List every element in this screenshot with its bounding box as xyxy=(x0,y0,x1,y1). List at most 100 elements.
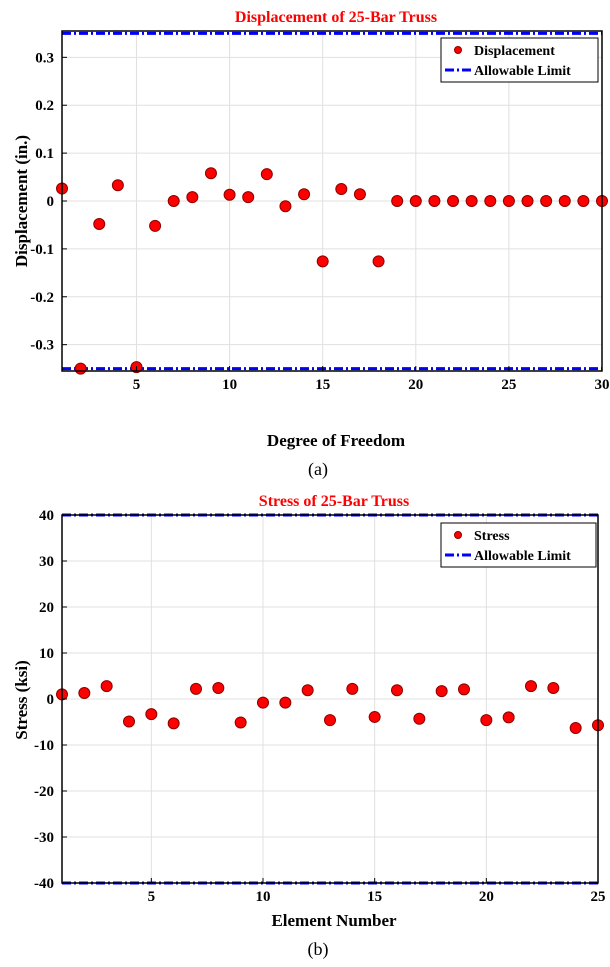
data-point xyxy=(391,684,403,697)
data-point xyxy=(100,680,113,693)
data-point xyxy=(279,696,292,709)
y-tick-label: -40 xyxy=(34,876,54,892)
data-point xyxy=(465,195,478,207)
data-point xyxy=(458,683,470,696)
data-point xyxy=(279,200,292,213)
data-point xyxy=(204,167,217,180)
data-point xyxy=(123,715,135,728)
data-point xyxy=(78,687,91,700)
x-tick-label: 5 xyxy=(133,377,141,393)
data-point xyxy=(480,714,493,727)
y-tick-label: 0.1 xyxy=(35,146,54,162)
data-point xyxy=(368,710,381,723)
data-point xyxy=(569,721,582,734)
displacement-chart: Displacement of 25-Bar Truss 5 10 15 20 25 30… xyxy=(12,9,610,480)
y-axis-label: Stress (ksi) xyxy=(12,660,31,740)
stress-chart: Stress of 25-Bar Truss 5 10 15 20 25 -40 -30 -2… xyxy=(12,493,606,960)
axis-ticks: 5 10 15 20 25 30 -0.3 -0.2 -0.1 0 0.1 0.2 0.3 xyxy=(30,50,609,393)
y-tick-label: 0 xyxy=(47,692,55,708)
data-point xyxy=(409,195,422,207)
x-tick-label: 30 xyxy=(595,377,610,393)
x-tick-label: 10 xyxy=(222,377,237,393)
data-point xyxy=(484,195,497,207)
x-tick-label: 10 xyxy=(256,889,271,905)
data-point xyxy=(301,684,314,697)
data-point xyxy=(577,195,590,207)
data-point xyxy=(167,195,180,207)
x-tick-label: 5 xyxy=(148,889,156,905)
y-axis-label: Displacement (in.) xyxy=(12,135,31,267)
data-point xyxy=(111,179,124,192)
legend-label-allowable-limit: Allowable Limit xyxy=(474,64,571,79)
data-point xyxy=(74,362,87,375)
data-point xyxy=(540,195,553,207)
data-point xyxy=(346,682,359,695)
x-tick-label: 20 xyxy=(479,889,494,905)
data-point xyxy=(428,195,441,207)
data-point xyxy=(93,217,106,230)
data-point xyxy=(447,195,460,207)
data-point xyxy=(502,711,515,724)
grid xyxy=(62,514,599,884)
legend-label-stress: Stress xyxy=(474,529,510,544)
y-tick-label: 40 xyxy=(39,508,54,524)
x-tick-label: 15 xyxy=(315,377,330,393)
legend: Stress Allowable Limit xyxy=(440,522,597,568)
data-point xyxy=(223,188,236,201)
data-point xyxy=(391,195,404,207)
x-tick-label: 25 xyxy=(501,377,516,393)
legend-marker-icon xyxy=(454,46,462,54)
data-point xyxy=(558,195,571,207)
x-axis-label: Degree of Freedom xyxy=(267,431,405,450)
data-point xyxy=(212,681,225,694)
data-point xyxy=(257,696,269,709)
data-point xyxy=(242,191,255,204)
y-tick-label: 0.2 xyxy=(35,98,54,114)
y-tick-label: 30 xyxy=(39,554,54,570)
data-point xyxy=(145,708,158,721)
y-tick-label: 0 xyxy=(47,194,55,210)
panel-label: (a) xyxy=(308,459,328,480)
data-point xyxy=(298,188,311,201)
y-tick-label: -0.3 xyxy=(30,338,54,354)
legend: Displacement Allowable Limit xyxy=(440,37,599,83)
y-tick-label: -0.1 xyxy=(30,242,54,258)
data-point xyxy=(167,717,180,730)
data-point xyxy=(149,219,162,232)
data-point xyxy=(324,714,336,727)
data-point xyxy=(547,681,560,694)
data-point xyxy=(335,183,348,196)
legend-label-displacement: Displacement xyxy=(474,44,555,59)
legend-marker-icon xyxy=(454,531,462,539)
data-point xyxy=(502,195,515,207)
data-point xyxy=(521,195,534,207)
legend-label-allowable-limit: Allowable Limit xyxy=(474,549,571,564)
legend-box xyxy=(440,522,597,568)
x-tick-label: 25 xyxy=(591,889,606,905)
x-tick-label: 20 xyxy=(408,377,423,393)
y-tick-label: 20 xyxy=(39,600,54,616)
allowable-limit-lines xyxy=(62,31,602,371)
data-markers xyxy=(56,680,604,734)
data-point xyxy=(186,191,199,204)
chart-title: Displacement of 25-Bar Truss xyxy=(235,9,437,26)
data-point xyxy=(234,716,247,729)
y-tick-label: -10 xyxy=(34,738,54,754)
x-tick-label: 15 xyxy=(367,889,382,905)
y-tick-label: -30 xyxy=(34,830,54,846)
data-point xyxy=(413,712,426,725)
legend-box xyxy=(440,37,599,83)
axis-ticks: 5 10 15 20 25 -40 -30 -20 -10 0 10 20 30 40 xyxy=(34,508,606,905)
y-tick-label: -0.2 xyxy=(30,290,54,306)
chart-title: Stress of 25-Bar Truss xyxy=(259,493,409,510)
data-point xyxy=(435,685,448,698)
x-axis-label: Element Number xyxy=(271,911,397,930)
y-tick-label: 10 xyxy=(39,646,54,662)
panel-label: (b) xyxy=(308,939,329,960)
y-tick-label: 0.3 xyxy=(35,50,54,66)
data-point xyxy=(353,188,366,201)
data-point xyxy=(316,255,329,268)
y-tick-label: -20 xyxy=(34,784,54,800)
data-point xyxy=(260,168,273,181)
